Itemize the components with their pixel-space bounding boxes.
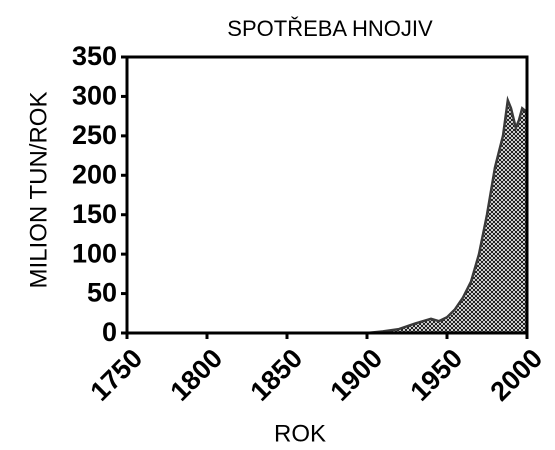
x-tick-label: 1950 — [405, 343, 469, 407]
y-axis-label: MILION TUN/ROK — [25, 92, 52, 289]
x-tick-label: 1800 — [165, 343, 229, 407]
x-tick-label: 1850 — [245, 343, 309, 407]
plot-frame — [125, 55, 529, 335]
y-tick-label: 50 — [87, 278, 117, 308]
y-tick-label: 0 — [102, 317, 117, 347]
y-tick-label: 350 — [72, 41, 117, 71]
y-tick-label: 150 — [72, 199, 117, 229]
x-axis-label: ROK — [274, 420, 326, 447]
chart-title: SPOTŘEBA HNOJIV — [227, 16, 433, 41]
area — [127, 95, 529, 335]
x-tick-label: 1750 — [85, 343, 149, 407]
x-tick-label: 2000 — [485, 343, 549, 407]
y-tick-label: 100 — [72, 238, 117, 268]
y-tick-label: 300 — [72, 81, 117, 111]
x-tick-label: 1900 — [325, 343, 389, 407]
y-tick-label: 200 — [72, 159, 117, 189]
y-tick-label: 250 — [72, 120, 117, 150]
